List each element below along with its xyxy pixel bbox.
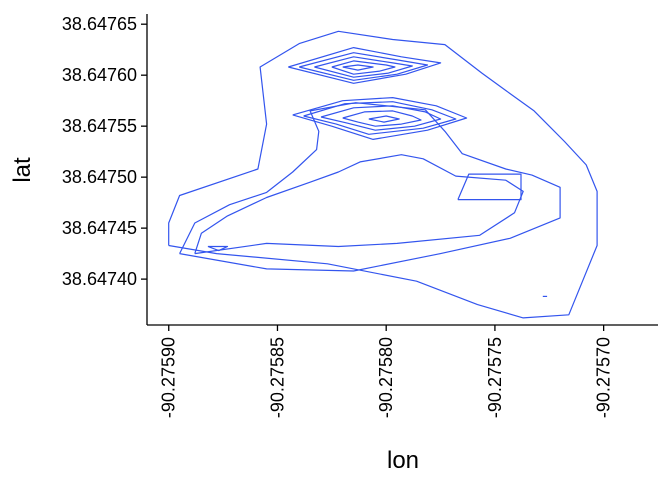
contour-line-12	[299, 52, 429, 81]
contour-line-10	[368, 115, 400, 123]
contour-line-3	[194, 154, 524, 255]
contour-line-8	[320, 105, 442, 131]
y-tick-label: 38.64760	[62, 65, 137, 85]
contour-line-15	[342, 64, 374, 71]
contour-line-14	[331, 60, 396, 75]
y-tick-label: 38.64755	[62, 116, 137, 136]
contour-line-2	[179, 102, 561, 272]
contour-line-4	[207, 245, 229, 252]
y-axis-ticks: 38.64740 38.64745 38.64750 38.64755 38.64760…	[62, 14, 147, 289]
y-axis-title: lat	[9, 157, 36, 183]
plot-area: 38.64740 38.64745 38.64750 38.64755 38.64760…	[62, 14, 658, 418]
contour-line-9	[342, 110, 422, 127]
contour-line-11	[288, 46, 442, 84]
x-tick-label: -90.27575	[485, 337, 505, 418]
y-tick-label: 38.64765	[62, 14, 137, 34]
x-axis-title: lon	[387, 447, 419, 474]
contour-line-7	[303, 101, 457, 135]
contour-line-13	[314, 56, 413, 78]
contour-line-5	[457, 173, 522, 201]
x-axis-ticks: -90.27590 -90.27585 -90.27580 -90.27575 -90.…	[159, 325, 614, 418]
y-tick-label: 38.64745	[62, 218, 137, 238]
x-tick-label: -90.27590	[159, 337, 179, 418]
contour-lines	[168, 30, 598, 319]
x-tick-label: -90.27585	[267, 337, 287, 418]
x-tick-label: -90.27570	[594, 337, 614, 418]
contour-line-1	[168, 30, 598, 319]
x-tick-label: -90.27580	[376, 337, 396, 418]
y-tick-label: 38.64750	[62, 167, 137, 187]
contour-line-6	[292, 96, 468, 140]
y-tick-label: 38.64740	[62, 269, 137, 289]
